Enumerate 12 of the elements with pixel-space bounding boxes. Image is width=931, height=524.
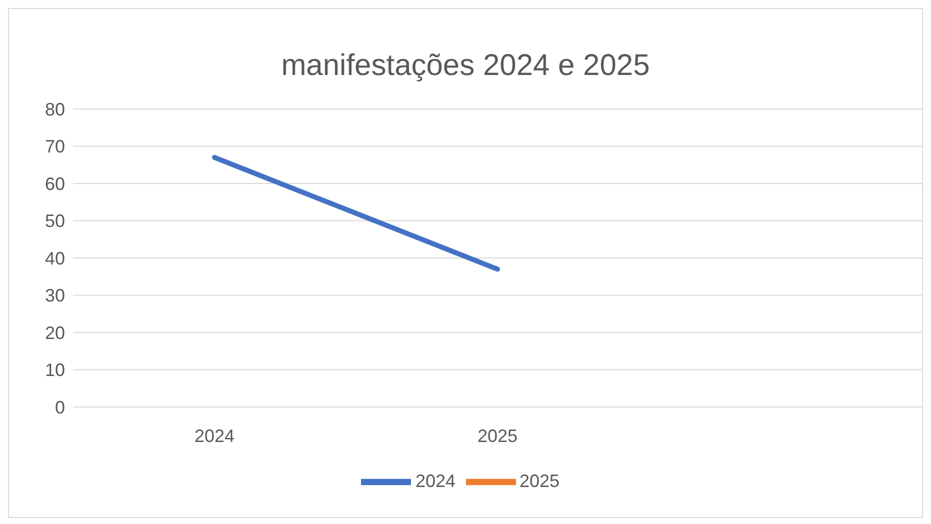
y-tick-label: 60 (44, 174, 65, 194)
y-tick-label: 0 (54, 397, 65, 418)
y-tick-label: 20 (44, 322, 65, 343)
y-tick-label: 80 (44, 99, 65, 120)
y-tick-label: 70 (44, 136, 65, 157)
y-tick-label: 30 (44, 286, 65, 306)
legend-label: 2024 (415, 470, 456, 491)
legend-label: 2025 (520, 470, 560, 491)
y-tick-label: 10 (44, 360, 65, 380)
y-tick-label: 50 (44, 211, 65, 232)
chart-title: manifestações 2024 e 2025 (280, 48, 651, 84)
y-tick-label: 40 (44, 248, 65, 268)
